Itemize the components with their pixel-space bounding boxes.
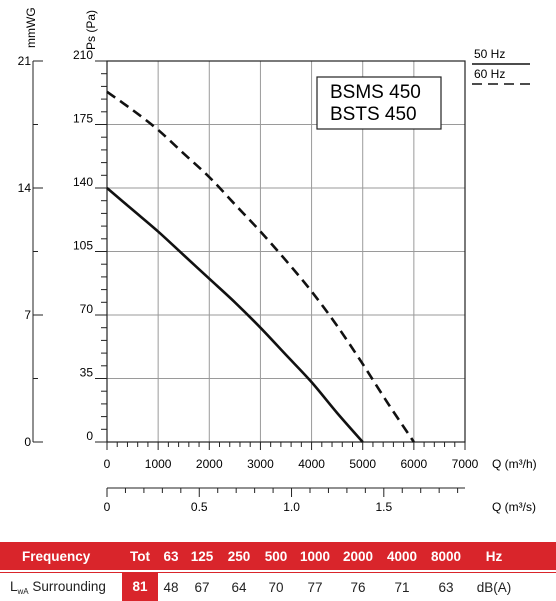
chart-series	[106, 90, 415, 443]
q-h-tick-label: 3000	[247, 457, 274, 471]
q-h-tick-label: 2000	[196, 457, 223, 471]
ps-tick-label: 175	[73, 112, 93, 126]
frequency-label: Frequency	[22, 548, 91, 564]
mmwg-tick-label: 14	[18, 181, 32, 195]
band-header: 63	[163, 548, 179, 564]
band-value: 77	[307, 579, 323, 595]
curve-dashed	[106, 90, 415, 443]
band-header: 500	[264, 548, 288, 564]
ps-axis-label: Ps (Pa)	[84, 10, 98, 50]
chart-axes	[32, 60, 466, 497]
table-header-row: Frequency Tot 63 125 250 500 1000 2000 4000 800…	[0, 542, 556, 570]
q-s-axis-label: Q (m³/s)	[492, 500, 536, 514]
mmwg-tick-label: 7	[24, 308, 31, 322]
curve-solid	[106, 187, 364, 443]
sound-power-table: Frequency Tot 63 125 250 500 1000 2000 4000 800…	[0, 542, 556, 601]
hz-unit: Hz	[485, 548, 503, 564]
band-value: 64	[231, 579, 247, 595]
band-header: 1000	[299, 548, 331, 564]
mmwg-tick-label: 0	[24, 435, 31, 449]
q-h-tick-label: 1000	[145, 457, 172, 471]
ps-tick-label: 210	[73, 48, 93, 62]
q-h-tick-label: 0	[104, 457, 111, 471]
q-h-tick-label: 4000	[298, 457, 325, 471]
row-label: LwA Surrounding	[10, 578, 106, 596]
model-label: BSTS 450	[330, 104, 417, 125]
ps-tick-label: 105	[73, 239, 93, 253]
band-header: 2000	[342, 548, 374, 564]
q-s-tick-label: 1.5	[375, 500, 392, 514]
q-h-tick-label: 6000	[401, 457, 428, 471]
model-label: BSMS 450	[330, 82, 421, 103]
band-header: 4000	[386, 548, 418, 564]
band-value: 76	[350, 579, 366, 595]
model-label-box	[316, 76, 442, 130]
band-header: 8000	[430, 548, 462, 564]
band-value: 71	[394, 579, 410, 595]
ps-tick-label: 70	[80, 302, 94, 316]
q-s-tick-label: 0.5	[191, 500, 208, 514]
q-s-tick-label: 1.0	[283, 500, 300, 514]
band-value: 63	[438, 579, 454, 595]
band-header: 250	[227, 548, 251, 564]
ps-tick-label: 35	[80, 366, 94, 380]
mmwg-axis-label: mmWG	[24, 7, 38, 48]
q-h-axis-label: Q (m³/h)	[492, 457, 537, 471]
q-h-tick-label: 5000	[349, 457, 376, 471]
table-data-row: LwA Surrounding 81 48 67 64 70 77 76 71 63 dB(A…	[0, 572, 556, 601]
ps-tick-label: 0	[86, 429, 93, 443]
q-h-tick-label: 7000	[452, 457, 479, 471]
band-values: 48 67 64 70 77 76 71 63	[158, 580, 468, 595]
band-value: 70	[268, 579, 284, 595]
tot-header: Tot	[130, 548, 150, 564]
dba-unit: dB(A)	[476, 579, 512, 595]
band-header: 125	[190, 548, 214, 564]
tot-value: 81	[122, 573, 158, 601]
legend-label: 60 Hz	[474, 67, 505, 81]
ps-tick-label: 140	[73, 175, 93, 189]
band-value: 48	[163, 579, 179, 595]
q-s-tick-label: 0	[104, 500, 111, 514]
band-value: 67	[194, 579, 210, 595]
band-headers: 63 125 250 500 1000 2000 4000 8000	[158, 549, 468, 564]
mmwg-tick-label: 21	[18, 54, 32, 68]
legend-label: 50 Hz	[474, 47, 505, 61]
